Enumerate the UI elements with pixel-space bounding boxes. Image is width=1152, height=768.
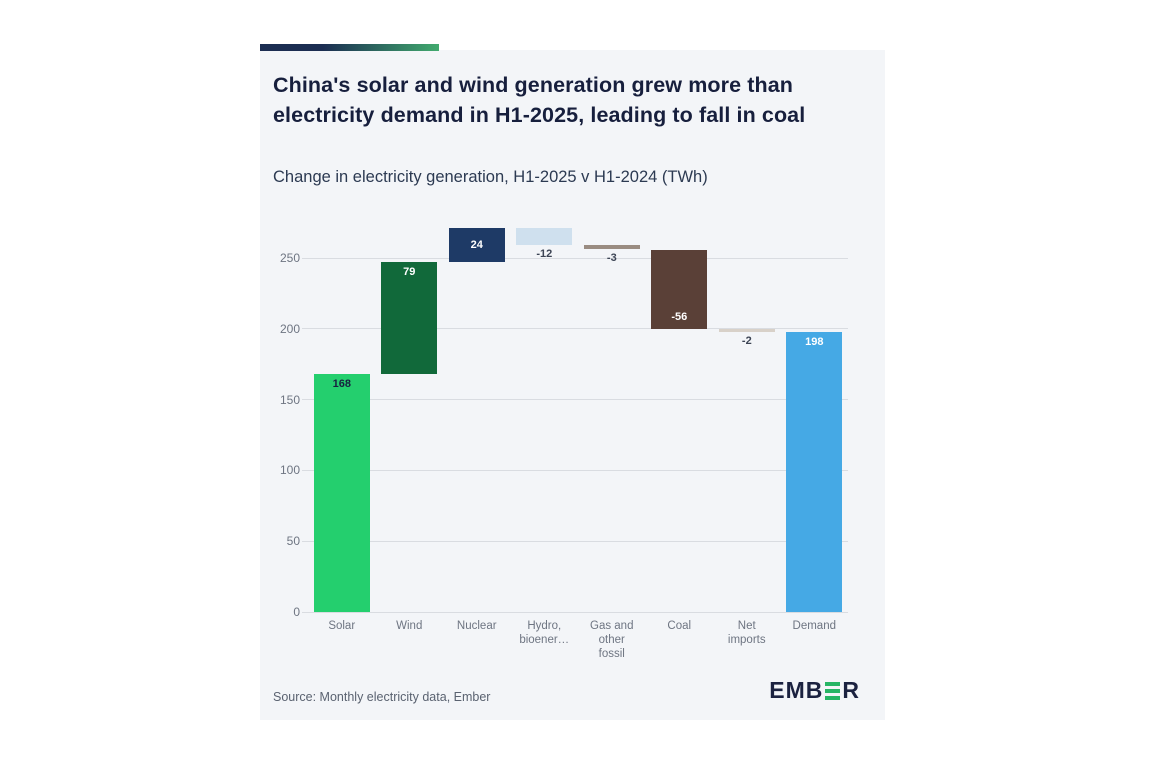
gridline [302, 328, 848, 330]
bar-nuclear: 24 [448, 228, 505, 263]
bar-value-label: -56 [671, 310, 688, 323]
gridline [302, 540, 848, 542]
ember-logo-prefix: EMB [769, 677, 824, 703]
x-axis-label: Nuclear [456, 620, 497, 632]
ember-logo-suffix: R [842, 677, 860, 703]
ember-logo: EMB R [769, 677, 860, 704]
y-axis-tick-label: 100 [279, 463, 300, 478]
x-axis-label: Coal [667, 620, 692, 632]
chart-card: China's solar and wind generation grew m… [260, 44, 885, 720]
bar-net-imports: -2 [718, 328, 775, 347]
y-axis-tick-label: 150 [279, 392, 300, 407]
x-axis-label: Solar [328, 620, 356, 632]
bar-value-label: -12 [536, 248, 553, 261]
y-axis-tick-label: 200 [279, 321, 300, 336]
y-axis-tick-label: 250 [279, 251, 300, 265]
x-axis-label: Demand [792, 620, 836, 632]
bar-gas-other-fossil: -3 [583, 245, 640, 264]
bar-hydro-bioenergy: -12 [516, 228, 573, 260]
accent-gradient-bar [260, 44, 439, 51]
ember-logo-e-icon [825, 681, 841, 701]
x-axis-label: Wind [396, 620, 423, 632]
x-axis-label: Hydro, bioener… [519, 620, 570, 646]
bar-value-label: -2 [741, 334, 752, 347]
bar-demand: 198 [786, 331, 843, 612]
bar-solar: 168 [313, 374, 370, 612]
source-text: Source: Monthly electricity data, Ember [273, 690, 491, 704]
bar-wind: 79 [381, 262, 438, 375]
bar-coal: -56 [651, 249, 708, 329]
gridline [302, 257, 848, 259]
gridline [302, 399, 848, 401]
gridline [302, 611, 848, 613]
bar-value-label: 24 [470, 239, 483, 252]
x-axis-label: Net imports [727, 620, 766, 646]
bar-value-label: 79 [403, 266, 416, 279]
x-axis-label: Gas and other fossil [590, 620, 634, 660]
chart-title: China's solar and wind generation grew m… [273, 73, 806, 127]
chart-subtitle: Change in electricity generation, H1-202… [273, 168, 708, 186]
gridline [302, 469, 848, 471]
bar-value-label: -3 [606, 252, 617, 265]
bar-value-label: 168 [332, 378, 351, 391]
y-axis-tick-label: 0 [293, 605, 300, 619]
plot-area: 0 50 100 150 200 250 168 Solar 79 Wind 24 Nuclear -1… [280, 50, 848, 660]
y-axis-tick-label: 50 [286, 534, 300, 549]
bar-value-label: 198 [805, 335, 824, 348]
